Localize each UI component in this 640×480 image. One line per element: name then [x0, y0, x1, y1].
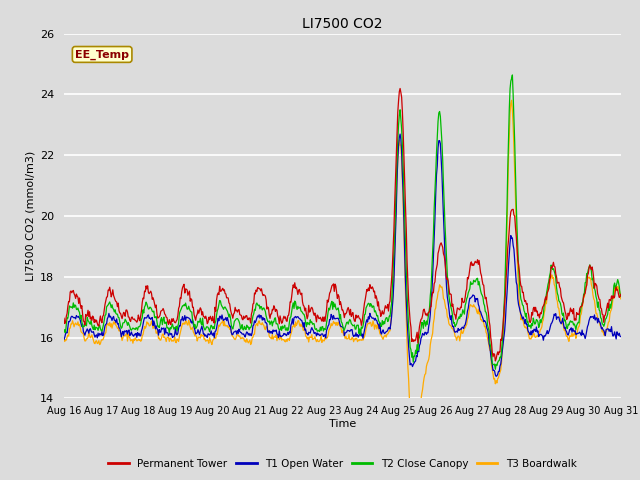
T3 Boardwalk [508, 97, 515, 103]
Permanent Tower [396, 85, 404, 91]
Permanent Tower [127, 315, 135, 321]
T2 Close Canopy [184, 306, 192, 312]
T2 Close Canopy [70, 304, 78, 310]
Title: LI7500 CO2: LI7500 CO2 [302, 17, 383, 31]
T3 Boardwalk [428, 337, 435, 343]
T2 Close Canopy [214, 308, 221, 313]
T1 Open Water [70, 315, 78, 321]
T3 Boardwalk [410, 423, 418, 429]
Y-axis label: LI7500 CO2 (mmol/m3): LI7500 CO2 (mmol/m3) [26, 151, 36, 281]
T1 Open Water [214, 321, 221, 326]
T3 Boardwalk [70, 324, 78, 330]
T1 Open Water [411, 359, 419, 365]
T2 Close Canopy [617, 293, 625, 299]
X-axis label: Time: Time [329, 419, 356, 429]
Permanent Tower [70, 291, 78, 297]
Permanent Tower [411, 338, 419, 344]
T2 Close Canopy [60, 330, 68, 336]
T1 Open Water [60, 336, 68, 342]
Permanent Tower [60, 315, 68, 321]
Permanent Tower [184, 292, 192, 298]
T2 Close Canopy [127, 327, 135, 333]
Permanent Tower [617, 291, 625, 297]
Line: T2 Close Canopy: T2 Close Canopy [64, 75, 621, 369]
Line: T3 Boardwalk: T3 Boardwalk [64, 100, 621, 426]
T2 Close Canopy [509, 72, 516, 78]
T3 Boardwalk [214, 332, 221, 337]
Legend: Permanent Tower, T1 Open Water, T2 Close Canopy, T3 Boardwalk: Permanent Tower, T1 Open Water, T2 Close… [104, 455, 580, 473]
T3 Boardwalk [411, 422, 419, 428]
T1 Open Water [428, 297, 435, 303]
Permanent Tower [428, 304, 435, 310]
T2 Close Canopy [492, 366, 499, 372]
T1 Open Water [617, 334, 625, 339]
T3 Boardwalk [60, 336, 68, 342]
T3 Boardwalk [617, 296, 625, 302]
T1 Open Water [396, 131, 404, 137]
T3 Boardwalk [184, 322, 192, 328]
Permanent Tower [492, 358, 499, 364]
T2 Close Canopy [410, 353, 418, 359]
T1 Open Water [492, 373, 500, 379]
T3 Boardwalk [127, 337, 135, 343]
Line: Permanent Tower: Permanent Tower [64, 88, 621, 361]
Permanent Tower [214, 292, 221, 298]
Line: T1 Open Water: T1 Open Water [64, 134, 621, 376]
T2 Close Canopy [426, 293, 434, 299]
T1 Open Water [127, 329, 135, 335]
Text: EE_Temp: EE_Temp [75, 49, 129, 60]
T1 Open Water [184, 315, 192, 321]
